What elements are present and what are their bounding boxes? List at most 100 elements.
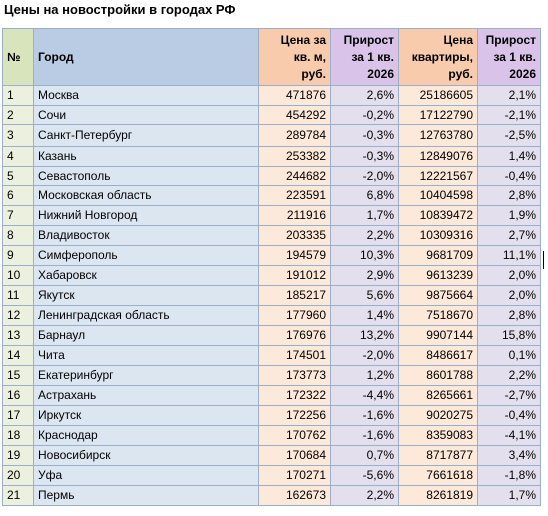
cell-growth-sqm[interactable]: 2,2% — [330, 485, 399, 506]
cell-apartment-price[interactable]: 9020275 — [398, 405, 478, 426]
cell-growth-apartment[interactable]: 1,9% — [477, 205, 541, 226]
cell-num[interactable]: 10 — [2, 265, 34, 286]
cell-growth-sqm[interactable]: 1,2% — [330, 365, 399, 386]
cell-num[interactable]: 11 — [2, 285, 34, 306]
cell-city[interactable]: Москва — [33, 85, 259, 106]
cell-city[interactable]: Новосибирск — [33, 445, 259, 466]
cell-city[interactable]: Иркутск — [33, 405, 259, 426]
cell-apartment-price[interactable]: 8601788 — [398, 365, 478, 386]
cell-city[interactable]: Якутск — [33, 285, 259, 306]
cell-growth-apartment[interactable]: 1,7% — [477, 485, 541, 506]
cell-price-per-sqm[interactable]: 191012 — [258, 265, 331, 286]
cell-num[interactable]: 17 — [2, 405, 34, 426]
cell-num[interactable]: 4 — [2, 146, 34, 167]
cell-price-per-sqm[interactable]: 173773 — [258, 365, 331, 386]
header-growth-sqm[interactable]: Прирост за 1 кв. 2026 — [330, 28, 399, 86]
cell-apartment-price[interactable]: 12763780 — [398, 124, 478, 147]
cell-growth-apartment[interactable]: -2,7% — [477, 385, 541, 406]
cell-num[interactable]: 15 — [2, 365, 34, 386]
cell-price-per-sqm[interactable]: 289784 — [258, 124, 331, 147]
cell-apartment-price[interactable]: 25186605 — [398, 85, 478, 106]
cell-city[interactable]: Краснодар — [33, 425, 259, 446]
cell-apartment-price[interactable]: 10309316 — [398, 225, 478, 246]
header-growth-apartment[interactable]: Прирост за 1 кв. 2026 — [477, 28, 541, 86]
cell-price-per-sqm[interactable]: 177960 — [258, 305, 331, 326]
cell-apartment-price[interactable]: 8359083 — [398, 425, 478, 446]
cell-city[interactable]: Санкт-Петербург — [33, 124, 259, 147]
cell-price-per-sqm[interactable]: 162673 — [258, 485, 331, 506]
cell-apartment-price[interactable]: 7661618 — [398, 465, 478, 486]
cell-num[interactable]: 16 — [2, 385, 34, 406]
cell-growth-sqm[interactable]: 10,3% — [330, 245, 399, 266]
cell-price-per-sqm[interactable]: 172322 — [258, 385, 331, 406]
cell-num[interactable]: 7 — [2, 205, 34, 226]
cell-price-per-sqm[interactable]: 170271 — [258, 465, 331, 486]
cell-growth-apartment[interactable]: 2,7% — [477, 225, 541, 246]
cell-growth-sqm[interactable]: 5,6% — [330, 285, 399, 306]
cell-num[interactable]: 6 — [2, 185, 34, 206]
cell-growth-apartment[interactable]: 2,1% — [477, 85, 541, 106]
cell-num[interactable]: 12 — [2, 305, 34, 326]
cell-apartment-price[interactable]: 8265661 — [398, 385, 478, 406]
cell-growth-apartment[interactable]: 2,0% — [477, 285, 541, 306]
cell-growth-sqm[interactable]: -0,3% — [330, 124, 399, 147]
cell-growth-sqm[interactable]: 0,7% — [330, 445, 399, 466]
cell-num[interactable]: 3 — [2, 124, 34, 147]
cell-growth-sqm[interactable]: 2,2% — [330, 225, 399, 246]
cell-num[interactable]: 13 — [2, 325, 34, 346]
cell-price-per-sqm[interactable]: 185217 — [258, 285, 331, 306]
cell-growth-apartment[interactable]: -1,8% — [477, 465, 541, 486]
cell-growth-sqm[interactable]: 1,7% — [330, 205, 399, 226]
cell-price-per-sqm[interactable]: 194579 — [258, 245, 331, 266]
cell-apartment-price[interactable]: 10839472 — [398, 205, 478, 226]
cell-growth-sqm[interactable]: 2,9% — [330, 265, 399, 286]
cell-growth-sqm[interactable]: 2,6% — [330, 85, 399, 106]
cell-city[interactable]: Астрахань — [33, 385, 259, 406]
cell-growth-sqm[interactable]: 13,2% — [330, 325, 399, 346]
cell-price-per-sqm[interactable]: 203335 — [258, 225, 331, 246]
cell-growth-apartment[interactable]: 2,8% — [477, 305, 541, 326]
cell-apartment-price[interactable]: 8261819 — [398, 485, 478, 506]
cell-growth-sqm[interactable]: -2,0% — [330, 166, 399, 186]
cell-price-per-sqm[interactable]: 172256 — [258, 405, 331, 426]
cell-city[interactable]: Барнаул — [33, 325, 259, 346]
cell-num[interactable]: 2 — [2, 105, 34, 125]
cell-apartment-price[interactable]: 9681709 — [398, 245, 478, 266]
cell-growth-sqm[interactable]: -4,4% — [330, 385, 399, 406]
cell-city[interactable]: Ленинградская область — [33, 305, 259, 326]
cell-city[interactable]: Нижний Новгород — [33, 205, 259, 226]
cell-num[interactable]: 1 — [2, 85, 34, 106]
cell-growth-sqm[interactable]: -0,3% — [330, 146, 399, 167]
cell-apartment-price[interactable]: 9875664 — [398, 285, 478, 306]
cell-price-per-sqm[interactable]: 170684 — [258, 445, 331, 466]
cell-growth-apartment[interactable]: -2,1% — [477, 105, 541, 125]
cell-city[interactable]: Севастополь — [33, 166, 259, 186]
cell-growth-apartment[interactable]: 11,1% — [477, 245, 541, 266]
cell-growth-sqm[interactable]: -0,2% — [330, 105, 399, 125]
cell-apartment-price[interactable]: 8717877 — [398, 445, 478, 466]
cell-growth-sqm[interactable]: -1,6% — [330, 425, 399, 446]
cell-city[interactable]: Сочи — [33, 105, 259, 125]
header-num[interactable]: № — [2, 28, 34, 86]
cell-growth-apartment[interactable]: -4,1% — [477, 425, 541, 446]
cell-apartment-price[interactable]: 12849076 — [398, 146, 478, 167]
cell-price-per-sqm[interactable]: 174501 — [258, 345, 331, 366]
header-apartment-price[interactable]: Цена квартиры, руб. — [398, 28, 478, 86]
cell-growth-apartment[interactable]: 2,2% — [477, 365, 541, 386]
cell-growth-apartment[interactable]: -0,4% — [477, 405, 541, 426]
cell-price-per-sqm[interactable]: 253382 — [258, 146, 331, 167]
cell-apartment-price[interactable]: 17122790 — [398, 105, 478, 125]
cell-num[interactable]: 5 — [2, 166, 34, 186]
cell-price-per-sqm[interactable]: 223591 — [258, 185, 331, 206]
cell-growth-sqm[interactable]: 1,4% — [330, 305, 399, 326]
cell-growth-sqm[interactable]: -2,0% — [330, 345, 399, 366]
cell-growth-apartment[interactable]: 0,1% — [477, 345, 541, 366]
cell-city[interactable]: Владивосток — [33, 225, 259, 246]
cell-apartment-price[interactable]: 12221567 — [398, 166, 478, 186]
cell-price-per-sqm[interactable]: 244682 — [258, 166, 331, 186]
header-price-per-sqm[interactable]: Цена за кв. м, руб. — [258, 28, 331, 86]
cell-growth-sqm[interactable]: 6,8% — [330, 185, 399, 206]
cell-growth-apartment[interactable]: -0,4% — [477, 166, 541, 186]
cell-num[interactable]: 19 — [2, 445, 34, 466]
cell-growth-apartment[interactable]: 3,4% — [477, 445, 541, 466]
